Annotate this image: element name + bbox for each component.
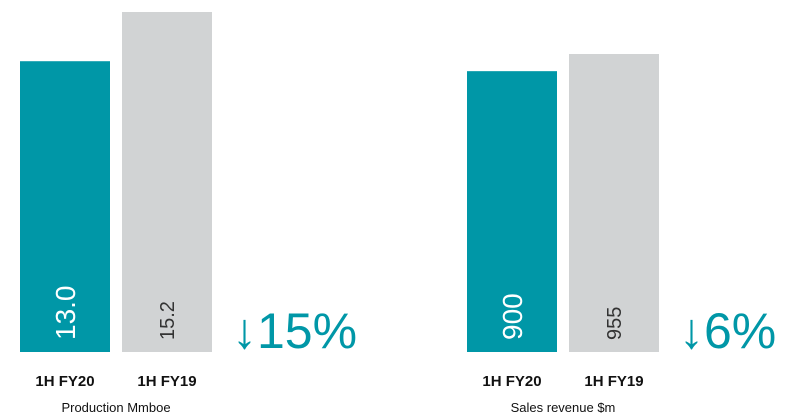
x-axis-label: Sales revenue $m bbox=[511, 400, 616, 415]
value-label: 955 bbox=[604, 307, 626, 340]
bar bbox=[467, 71, 557, 353]
category-label: 1H FY20 bbox=[482, 373, 541, 390]
bar bbox=[20, 61, 110, 353]
annotation: ↓15% bbox=[232, 303, 357, 359]
category-label: 1H FY19 bbox=[584, 373, 643, 390]
bar bbox=[122, 12, 212, 352]
x-axis-label: Production Mmboe bbox=[61, 400, 170, 415]
annotation: ↓6% bbox=[679, 303, 776, 359]
category-label: 1H FY19 bbox=[137, 373, 196, 390]
bar bbox=[569, 54, 659, 352]
value-label: 13.0 bbox=[50, 286, 81, 341]
category-label: 1H FY20 bbox=[35, 373, 94, 390]
value-label: 900 bbox=[497, 293, 528, 340]
value-label: 15.2 bbox=[157, 301, 179, 340]
